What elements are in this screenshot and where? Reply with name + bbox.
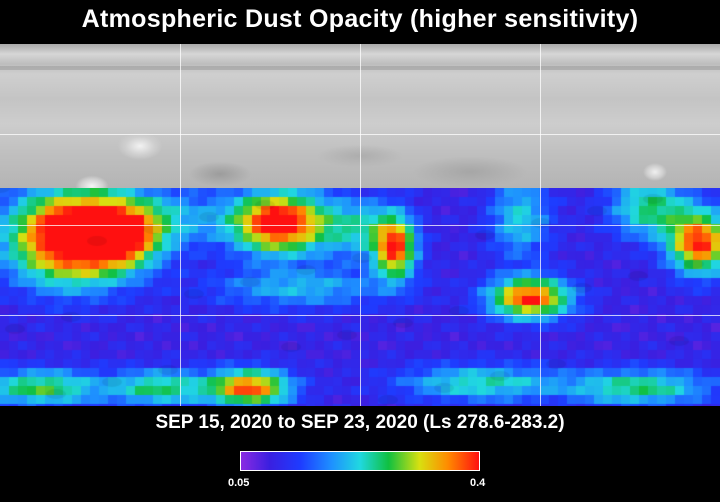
colorbar-max-label: 0.4	[470, 477, 486, 489]
latitude-gridline	[0, 134, 720, 135]
latitude-gridline	[0, 225, 720, 226]
dust-opacity-map	[0, 44, 720, 406]
date-range-label: SEP 15, 2020 to SEP 23, 2020 (Ls 278.6-2…	[155, 412, 565, 433]
opacity-colorbar	[240, 451, 480, 471]
colorbar-min-label: 0.05	[228, 477, 250, 489]
map-title: Atmospheric Dust Opacity (higher sensiti…	[81, 5, 639, 33]
latitude-gridline	[0, 315, 720, 316]
